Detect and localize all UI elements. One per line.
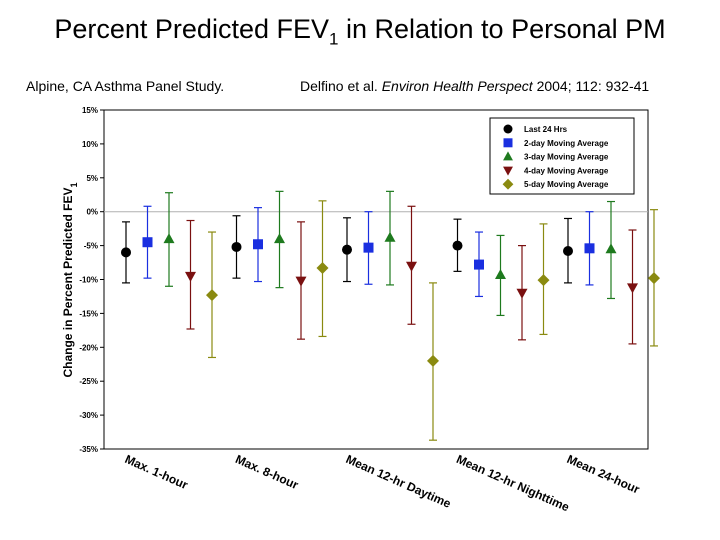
error-bar-group (648, 209, 660, 347)
point-marker (363, 242, 374, 253)
legend: Last 24 Hrs 2-day Moving Average 3-day Mov… (489, 117, 635, 195)
citation: Delfino et al. Environ Health Perspect 2… (300, 78, 649, 94)
error-bar-group (363, 211, 374, 285)
y-tick-label: -25% (79, 377, 98, 386)
x-category-label: Mean 24-hour (565, 452, 642, 497)
error-bar-group (406, 205, 417, 325)
point-marker (142, 237, 153, 248)
point-marker (253, 239, 263, 250)
citation-authors: Delfino et al. (300, 78, 382, 94)
study-subtitle: Alpine, CA Asthma Panel Study. (26, 78, 225, 94)
error-bar-group (163, 192, 175, 287)
error-bar-group (452, 218, 463, 272)
x-axis-labels: Max. 1-hour Max. 8-hour Mean 12-hr Daytime… (123, 452, 642, 515)
citation-details: 2004; 112: 932-41 (532, 78, 650, 94)
x-category-label: Mean 12-hr Nighttime (454, 452, 571, 515)
data-marks (121, 190, 660, 441)
point-marker (605, 243, 617, 254)
error-bar-group (495, 234, 506, 317)
x-category-label: Max. 8-hour (233, 452, 301, 492)
y-tick-label: -35% (79, 445, 98, 454)
point-marker (163, 233, 175, 244)
point-marker (316, 261, 329, 274)
title-suffix: in Relation to Personal PM (338, 14, 666, 44)
error-bar-group (295, 221, 307, 340)
point-marker (648, 272, 660, 285)
y-axis-label: Change in Percent Predicted FEV1 (61, 182, 79, 377)
x-category-label: Max. 1-hour (123, 452, 191, 492)
error-bar-group (384, 190, 396, 286)
point-marker (503, 166, 513, 176)
point-marker (427, 354, 439, 367)
point-marker (584, 243, 595, 254)
point-marker (474, 259, 484, 270)
y-tick-label: 10% (82, 140, 98, 149)
y-tick-label: -5% (84, 242, 98, 251)
point-marker (121, 247, 131, 258)
y-tick-label: 5% (86, 174, 98, 183)
error-bar-group (537, 223, 550, 336)
error-bar-group (605, 200, 617, 300)
point-marker (495, 269, 506, 280)
error-bar-group (231, 215, 242, 279)
error-bar-group (563, 217, 573, 284)
point-marker (274, 233, 285, 244)
point-marker (206, 289, 218, 302)
error-bar-group (427, 282, 439, 441)
legend-item-label: 5-day Moving Average (524, 180, 609, 189)
y-tick-label: -20% (79, 343, 98, 352)
legend-item-label: 2-day Moving Average (524, 139, 609, 148)
error-bar-group (185, 219, 196, 330)
citation-journal: Environ Health Perspect (381, 78, 533, 94)
y-axis: 15% 10% 5% 0% -5% -10% -15% -20% -25% -30% -35% (79, 106, 104, 454)
point-marker (627, 283, 638, 294)
point-marker (563, 246, 573, 257)
point-marker (185, 271, 196, 282)
error-bar-group (206, 231, 218, 359)
point-marker (384, 231, 396, 242)
point-marker (502, 178, 514, 190)
y-tick-label: -30% (79, 411, 98, 420)
legend-box (489, 117, 635, 195)
legend-item-label: 3-day Moving Average (524, 153, 609, 162)
error-bar-group (627, 229, 638, 345)
point-marker (537, 274, 550, 287)
y-tick-label: 15% (82, 106, 98, 115)
error-bar-group (274, 190, 285, 289)
error-bar-group (584, 211, 595, 286)
point-marker (503, 138, 513, 148)
point-marker (342, 244, 352, 255)
y-tick-label: 0% (86, 208, 98, 217)
slide-title: Percent Predicted FEV1 in Relation to Pe… (0, 14, 720, 49)
error-bar-group (342, 217, 352, 283)
point-marker (503, 151, 513, 161)
point-marker (503, 124, 513, 134)
error-bar-group (316, 200, 329, 338)
error-bar-group (121, 221, 131, 284)
title-main: Percent Predicted FEV (54, 14, 329, 44)
point-marker (231, 241, 242, 252)
error-bar-group (142, 205, 153, 279)
legend-item-label: 4-day Moving Average (524, 166, 609, 175)
point-marker (516, 288, 528, 299)
point-marker (452, 240, 463, 251)
point-marker (406, 261, 417, 272)
error-bar-group (253, 207, 263, 283)
error-bar-group (516, 245, 528, 341)
title-subscript: 1 (329, 29, 339, 49)
x-category-label: Mean 12-hr Daytime (344, 452, 454, 511)
y-tick-label: -10% (79, 276, 98, 285)
legend-item-label: Last 24 Hrs (524, 125, 568, 134)
y-tick-label: -15% (79, 309, 98, 318)
point-marker (295, 276, 307, 287)
error-bar-group (474, 231, 484, 298)
